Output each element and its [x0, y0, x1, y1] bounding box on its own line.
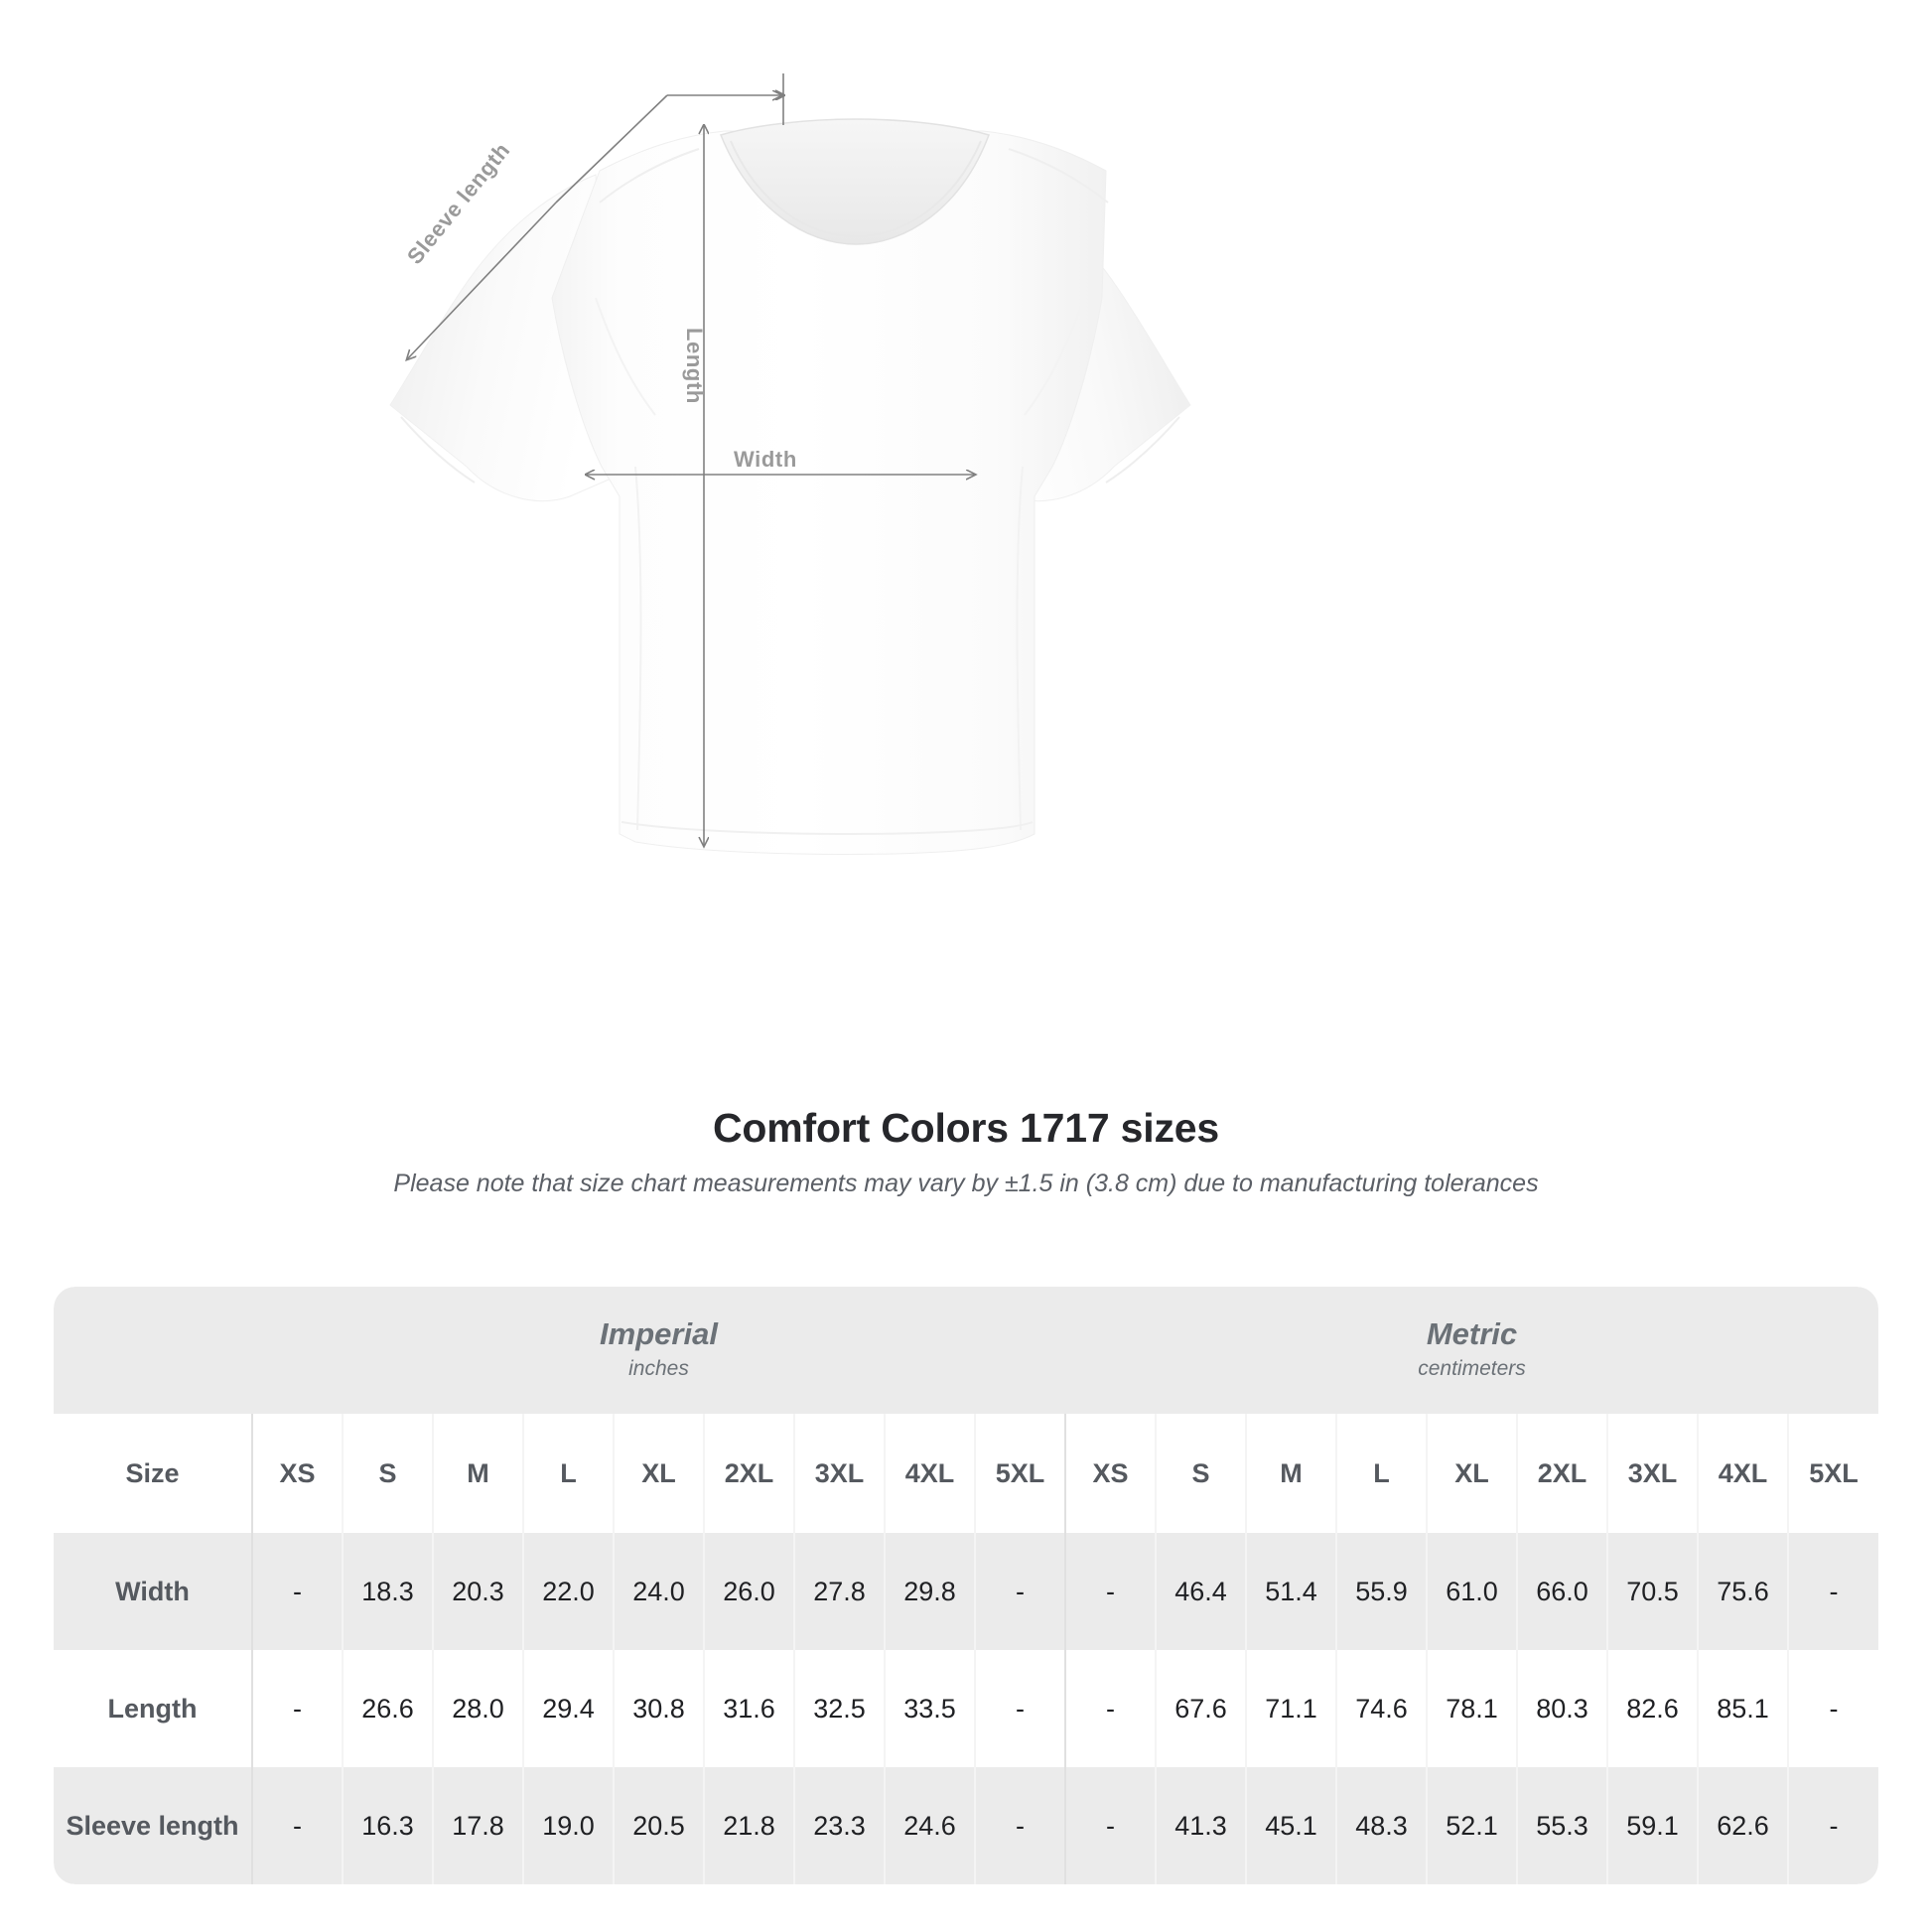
metric-header-cell: Metric centimeters [1065, 1287, 1878, 1414]
table-row: Width - 18.3 20.3 22.0 24.0 26.0 27.8 29… [54, 1533, 1878, 1650]
size-header-imp-3xl: 3XL [793, 1414, 885, 1533]
cell-width-met-xs: - [1064, 1533, 1156, 1650]
size-header-imp-2xl: 2XL [703, 1414, 794, 1533]
size-header-met-4xl: 4XL [1697, 1414, 1788, 1533]
cell-length-imp-5xl: - [974, 1650, 1065, 1767]
cell-sleeve-met-3xl: 59.1 [1606, 1767, 1698, 1884]
size-header-met-l: L [1335, 1414, 1427, 1533]
cell-length-imp-l: 29.4 [522, 1650, 614, 1767]
cell-sleeve-imp-4xl: 24.6 [884, 1767, 975, 1884]
imperial-units: inches [628, 1357, 689, 1380]
cell-length-imp-2xl: 31.6 [703, 1650, 794, 1767]
cell-width-met-m: 51.4 [1245, 1533, 1336, 1650]
cell-length-imp-4xl: 33.5 [884, 1650, 975, 1767]
row-label-length: Length [54, 1650, 252, 1767]
cell-length-imp-xs: - [251, 1650, 343, 1767]
cell-length-imp-m: 28.0 [432, 1650, 523, 1767]
row-label-sleeve-length: Sleeve length [54, 1767, 252, 1884]
size-header-met-xs: XS [1064, 1414, 1156, 1533]
size-header-row: Size XS S M L XL 2XL 3XL 4XL 5XL XS S M … [54, 1414, 1878, 1533]
length-label: Length [682, 328, 707, 404]
cell-sleeve-imp-l: 19.0 [522, 1767, 614, 1884]
cell-length-met-xl: 78.1 [1426, 1650, 1517, 1767]
cell-width-imp-xl: 24.0 [613, 1533, 704, 1650]
cell-length-met-3xl: 82.6 [1606, 1650, 1698, 1767]
title-block: Comfort Colors 1717 sizes Please note th… [0, 1102, 1932, 1203]
cell-length-met-4xl: 85.1 [1697, 1650, 1788, 1767]
cell-sleeve-imp-3xl: 23.3 [793, 1767, 885, 1884]
cell-length-imp-xl: 30.8 [613, 1650, 704, 1767]
cell-sleeve-met-2xl: 55.3 [1516, 1767, 1607, 1884]
size-header-met-s: S [1155, 1414, 1246, 1533]
size-header-met-5xl: 5XL [1787, 1414, 1878, 1533]
cell-length-imp-s: 26.6 [342, 1650, 433, 1767]
size-header-imp-m: M [432, 1414, 523, 1533]
cell-sleeve-met-s: 41.3 [1155, 1767, 1246, 1884]
cell-width-met-s: 46.4 [1155, 1533, 1246, 1650]
cell-sleeve-met-l: 48.3 [1335, 1767, 1427, 1884]
size-header-met-2xl: 2XL [1516, 1414, 1607, 1533]
size-header-met-xl: XL [1426, 1414, 1517, 1533]
size-chart-table-wrapper: Imperial inches Metric centimeters Size … [54, 1287, 1878, 1884]
size-header-imp-l: L [522, 1414, 614, 1533]
table-row: Sleeve length - 16.3 17.8 19.0 20.5 21.8… [54, 1767, 1878, 1884]
width-label: Width [734, 447, 797, 472]
cell-width-met-2xl: 66.0 [1516, 1533, 1607, 1650]
size-header-met-m: M [1245, 1414, 1336, 1533]
cell-length-met-2xl: 80.3 [1516, 1650, 1607, 1767]
cell-width-met-l: 55.9 [1335, 1533, 1427, 1650]
cell-width-met-3xl: 70.5 [1606, 1533, 1698, 1650]
cell-length-met-l: 74.6 [1335, 1650, 1427, 1767]
units-spacer-cell [54, 1287, 252, 1414]
size-header-imp-5xl: 5XL [974, 1414, 1065, 1533]
tshirt-illustration [389, 73, 1191, 855]
cell-width-imp-4xl: 29.8 [884, 1533, 975, 1650]
cell-sleeve-met-xl: 52.1 [1426, 1767, 1517, 1884]
cell-sleeve-imp-xl: 20.5 [613, 1767, 704, 1884]
size-header-imp-4xl: 4XL [884, 1414, 975, 1533]
imperial-label: Imperial [600, 1316, 718, 1351]
cell-sleeve-met-m: 45.1 [1245, 1767, 1336, 1884]
cell-sleeve-imp-m: 17.8 [432, 1767, 523, 1884]
cell-length-met-5xl: - [1787, 1650, 1878, 1767]
metric-units: centimeters [1418, 1357, 1526, 1380]
shirt-shape [389, 118, 1191, 855]
page-title: Comfort Colors 1717 sizes [713, 1105, 1219, 1151]
measurement-guides [407, 73, 975, 846]
cell-width-imp-l: 22.0 [522, 1533, 614, 1650]
cell-width-met-4xl: 75.6 [1697, 1533, 1788, 1650]
size-header-imp-xl: XL [613, 1414, 704, 1533]
row-label-width: Width [54, 1533, 252, 1650]
size-header-imp-xs: XS [251, 1414, 343, 1533]
cell-width-imp-5xl: - [974, 1533, 1065, 1650]
size-header-imp-s: S [342, 1414, 433, 1533]
cell-sleeve-imp-xs: - [251, 1767, 343, 1884]
cell-width-imp-xs: - [251, 1533, 343, 1650]
cell-width-imp-m: 20.3 [432, 1533, 523, 1650]
units-header-row: Imperial inches Metric centimeters [54, 1287, 1878, 1414]
cell-width-met-5xl: - [1787, 1533, 1878, 1650]
cell-width-imp-s: 18.3 [342, 1533, 433, 1650]
cell-length-imp-3xl: 32.5 [793, 1650, 885, 1767]
cell-sleeve-met-xs: - [1064, 1767, 1156, 1884]
cell-sleeve-imp-5xl: - [974, 1767, 1065, 1884]
cell-sleeve-imp-2xl: 21.8 [703, 1767, 794, 1884]
size-header-met-3xl: 3XL [1606, 1414, 1698, 1533]
cell-width-imp-2xl: 26.0 [703, 1533, 794, 1650]
size-chart-table: Imperial inches Metric centimeters Size … [54, 1287, 1878, 1884]
cell-sleeve-met-4xl: 62.6 [1697, 1767, 1788, 1884]
cell-sleeve-imp-s: 16.3 [342, 1767, 433, 1884]
metric-label: Metric [1426, 1316, 1518, 1351]
cell-sleeve-met-5xl: - [1787, 1767, 1878, 1884]
table-row: Length - 26.6 28.0 29.4 30.8 31.6 32.5 3… [54, 1650, 1878, 1767]
size-header-label: Size [54, 1414, 252, 1533]
page-subtitle: Please note that size chart measurements… [393, 1170, 1539, 1197]
cell-width-imp-3xl: 27.8 [793, 1533, 885, 1650]
cell-length-met-m: 71.1 [1245, 1650, 1336, 1767]
tshirt-diagram: Sleeve length Length Width [389, 73, 1191, 855]
imperial-header-cell: Imperial inches [252, 1287, 1065, 1414]
cell-length-met-s: 67.6 [1155, 1650, 1246, 1767]
cell-width-met-xl: 61.0 [1426, 1533, 1517, 1650]
cell-length-met-xs: - [1064, 1650, 1156, 1767]
